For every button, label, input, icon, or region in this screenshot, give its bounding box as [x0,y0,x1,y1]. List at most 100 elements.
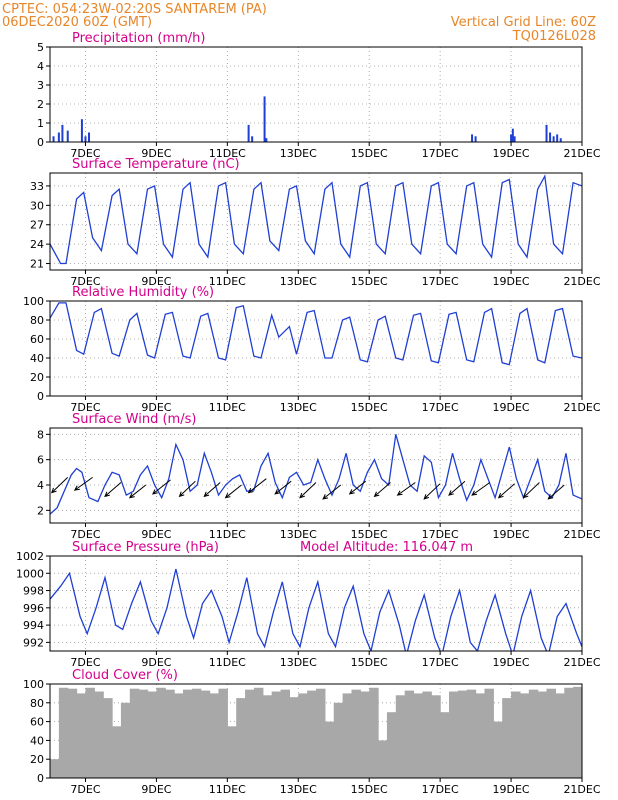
wind-arrow [396,482,416,496]
panel-title-temperature: Surface Temperature (nC) [72,157,240,172]
x-tick-label: 7DEC [70,401,100,414]
wind-arrow [322,484,342,500]
cloud-bar [333,702,344,778]
cloud-bar [58,687,69,778]
x-tick-label: 13DEC [280,147,317,160]
y-tick-label: 994 [23,619,44,632]
y-tick-label: 5 [37,41,44,54]
x-tick-label: 15DEC [351,528,388,541]
cloud-bar [156,687,166,778]
cloud-bar [245,689,255,778]
x-tick-label: 13DEC [280,656,317,669]
header-code: TQ0126L028 [512,29,596,44]
cloud-bar [457,690,468,778]
x-tick-label: 15DEC [351,275,388,288]
x-tick-label: 15DEC [351,401,388,414]
cloud-bar [174,693,184,778]
x-tick-label: 17DEC [422,401,459,414]
cloud-bar [369,687,379,778]
y-tick-label: 100 [23,678,44,691]
x-tick-label: 15DEC [351,147,388,160]
x-tick-label: 21DEC [563,656,600,669]
cloud-bar [271,691,282,778]
wind-arrow [247,478,267,494]
x-tick-label: 7DEC [70,528,100,541]
cloud-bar [236,698,246,778]
panel-temperature: Surface Temperature (nC) 21 24 27 30 33 7DEC 9D… [30,157,601,288]
cloud-bar [431,695,441,778]
x-tick-label: 19DEC [493,275,530,288]
cloud-bar [537,691,548,778]
wind-arrow [522,482,540,499]
cloud-bar [360,691,370,778]
cloud-bar [475,693,486,778]
cloud-bar [395,695,406,778]
wind-arrow [348,480,367,495]
x-tick-label: 13DEC [280,275,317,288]
cloud-bar [227,726,237,778]
precip-bar [52,136,55,142]
wind-arrow [497,483,515,499]
precip-bar [513,136,516,142]
cloud-bar [316,688,326,778]
cloud-bar [209,693,220,778]
y-tick-label: 998 [23,585,44,598]
precip-bar [552,136,555,142]
y-tick-label: 33 [30,180,44,193]
cloud-bar [94,691,104,778]
cloud-bar [298,693,308,778]
cloud-bar [404,690,415,778]
y-tick-label: 21 [30,258,44,271]
precip-bar [61,124,64,142]
x-tick-label: 21DEC [563,275,600,288]
wind-arrow [178,480,196,498]
wind-arrow [224,484,242,499]
cloud-bar [351,689,361,778]
x-tick-label: 7DEC [70,147,100,160]
y-tick-label: 0 [37,390,44,403]
cloud-bar [564,687,574,778]
y-tick-label: 27 [30,219,44,232]
cloud-bar [555,693,565,778]
precip-bar [559,138,562,142]
precip-bar [474,136,477,142]
wind-arrow [128,484,147,499]
cloud-bar [191,688,202,778]
wind-arrow [50,477,69,494]
wind-arrow [104,482,122,498]
y-tick-label: 992 [23,636,44,649]
y-tick-label: 2 [37,504,44,517]
precip-bar [265,138,268,142]
x-tick-label: 9DEC [141,147,171,160]
panel-title-humidity: Relative Humidity (%) [72,285,214,300]
x-tick-label: 21DEC [563,783,600,796]
wind-arrow [471,482,491,496]
precip-bar [247,124,250,142]
series-line-wind [50,434,582,515]
cloud-bar [218,688,228,778]
cloud-bar [147,691,157,778]
x-tick-label: 19DEC [493,147,530,160]
y-tick-label: 1 [37,117,44,130]
wind-arrow [152,479,171,495]
y-tick-label: 2 [37,98,44,111]
cloud-bar [112,726,122,778]
x-tick-label: 11DEC [209,656,246,669]
cloud-bar [466,689,477,778]
y-tick-label: 6 [37,454,44,467]
series-line-temperature [50,174,582,265]
x-tick-label: 11DEC [209,275,246,288]
panel-precip: Precipitation (mm/h) 0 1 2 3 4 5 7DEC 9DEC 11DEC 1… [37,31,601,160]
x-tick-label: 19DEC [493,401,530,414]
precip-bar [556,134,559,142]
y-tick-label: 996 [23,602,44,615]
cloud-bar [103,698,113,778]
x-tick-label: 7DEC [70,783,100,796]
cloud-bar [262,695,273,778]
panel-humidity: Relative Humidity (%) 0 20 40 60 80 100 7DEC 9DE… [23,285,601,414]
panel-frame [49,683,583,779]
x-tick-label: 21DEC [563,147,600,160]
wind-arrow [448,480,466,496]
y-tick-label: 3 [37,79,44,92]
